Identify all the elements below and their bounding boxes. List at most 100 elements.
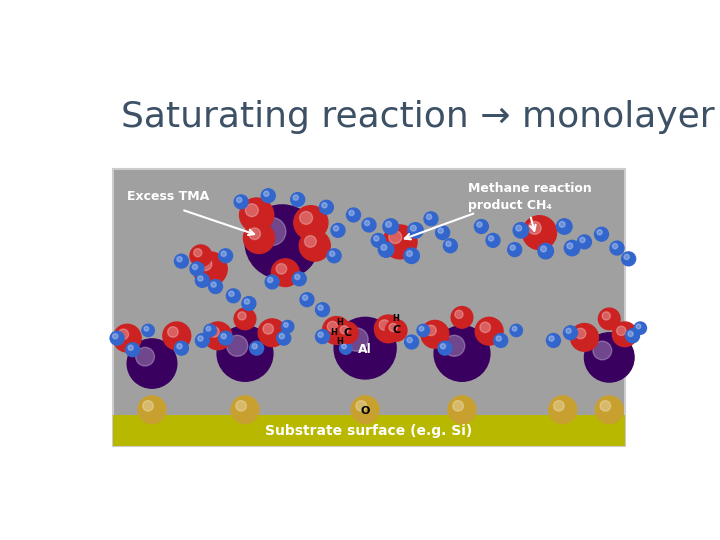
Circle shape bbox=[334, 318, 396, 379]
Circle shape bbox=[198, 276, 203, 281]
Circle shape bbox=[426, 214, 432, 219]
Circle shape bbox=[585, 333, 634, 382]
Circle shape bbox=[234, 195, 248, 209]
Circle shape bbox=[446, 241, 451, 246]
Circle shape bbox=[407, 338, 413, 343]
Circle shape bbox=[407, 251, 413, 256]
Circle shape bbox=[177, 343, 182, 349]
Circle shape bbox=[383, 219, 398, 234]
Circle shape bbox=[268, 278, 273, 282]
Circle shape bbox=[168, 327, 178, 337]
Circle shape bbox=[378, 242, 394, 257]
Circle shape bbox=[110, 331, 124, 345]
Circle shape bbox=[408, 222, 423, 238]
Circle shape bbox=[244, 299, 250, 304]
Circle shape bbox=[595, 396, 624, 423]
Circle shape bbox=[264, 191, 269, 197]
Circle shape bbox=[206, 326, 211, 331]
Circle shape bbox=[523, 215, 557, 249]
Circle shape bbox=[475, 318, 503, 345]
Circle shape bbox=[410, 225, 416, 231]
Circle shape bbox=[566, 328, 571, 334]
Circle shape bbox=[333, 226, 338, 231]
Circle shape bbox=[276, 331, 291, 345]
Circle shape bbox=[209, 327, 220, 337]
Circle shape bbox=[549, 396, 577, 423]
Circle shape bbox=[508, 242, 522, 256]
Circle shape bbox=[292, 272, 306, 286]
Circle shape bbox=[252, 343, 257, 349]
Circle shape bbox=[322, 202, 327, 208]
Text: Substrate surface (e.g. Si): Substrate surface (e.g. Si) bbox=[266, 423, 472, 437]
Circle shape bbox=[209, 280, 222, 294]
Circle shape bbox=[385, 320, 407, 341]
Circle shape bbox=[226, 289, 240, 303]
Circle shape bbox=[340, 342, 352, 354]
Bar bbox=[113, 168, 625, 446]
Circle shape bbox=[284, 322, 288, 327]
Circle shape bbox=[419, 326, 424, 331]
Circle shape bbox=[496, 336, 501, 341]
Circle shape bbox=[113, 325, 141, 352]
Circle shape bbox=[336, 322, 358, 343]
Circle shape bbox=[331, 224, 345, 237]
Circle shape bbox=[624, 254, 629, 260]
Circle shape bbox=[243, 222, 274, 253]
Text: Al: Al bbox=[359, 343, 372, 356]
Circle shape bbox=[577, 235, 591, 249]
Circle shape bbox=[612, 322, 637, 347]
Circle shape bbox=[512, 326, 517, 331]
Circle shape bbox=[510, 245, 516, 251]
Text: H: H bbox=[330, 328, 338, 338]
Circle shape bbox=[434, 326, 490, 381]
Circle shape bbox=[240, 198, 274, 232]
Circle shape bbox=[330, 251, 335, 256]
Circle shape bbox=[300, 212, 312, 224]
Circle shape bbox=[194, 248, 202, 257]
Circle shape bbox=[510, 325, 523, 336]
Circle shape bbox=[323, 316, 351, 345]
Circle shape bbox=[567, 243, 573, 249]
Circle shape bbox=[441, 343, 446, 349]
Circle shape bbox=[135, 347, 155, 366]
Circle shape bbox=[404, 248, 419, 264]
Circle shape bbox=[546, 334, 560, 347]
Circle shape bbox=[405, 335, 418, 349]
Circle shape bbox=[234, 308, 256, 330]
Text: O: O bbox=[361, 406, 370, 416]
Circle shape bbox=[221, 334, 226, 339]
Circle shape bbox=[628, 331, 633, 336]
Circle shape bbox=[438, 228, 444, 233]
Circle shape bbox=[315, 330, 330, 343]
Circle shape bbox=[227, 335, 248, 356]
Circle shape bbox=[276, 264, 287, 274]
Circle shape bbox=[302, 295, 307, 300]
Circle shape bbox=[474, 220, 488, 233]
Circle shape bbox=[231, 396, 259, 423]
Circle shape bbox=[263, 323, 274, 334]
Circle shape bbox=[250, 341, 264, 355]
Circle shape bbox=[389, 323, 397, 332]
Circle shape bbox=[242, 296, 256, 310]
Circle shape bbox=[190, 262, 204, 276]
Circle shape bbox=[451, 307, 473, 328]
Circle shape bbox=[616, 326, 626, 335]
Circle shape bbox=[221, 251, 226, 256]
Circle shape bbox=[300, 293, 314, 307]
Circle shape bbox=[174, 254, 189, 268]
Circle shape bbox=[271, 259, 300, 287]
Circle shape bbox=[177, 256, 182, 262]
Text: H: H bbox=[392, 314, 400, 323]
Circle shape bbox=[486, 233, 500, 247]
Circle shape bbox=[261, 189, 275, 202]
Circle shape bbox=[559, 221, 565, 227]
Circle shape bbox=[549, 336, 554, 341]
Circle shape bbox=[488, 236, 494, 241]
Circle shape bbox=[436, 226, 449, 240]
Circle shape bbox=[374, 236, 379, 241]
Circle shape bbox=[480, 322, 490, 333]
Circle shape bbox=[538, 244, 554, 259]
Circle shape bbox=[127, 339, 177, 388]
Circle shape bbox=[421, 320, 449, 348]
Circle shape bbox=[340, 326, 348, 334]
